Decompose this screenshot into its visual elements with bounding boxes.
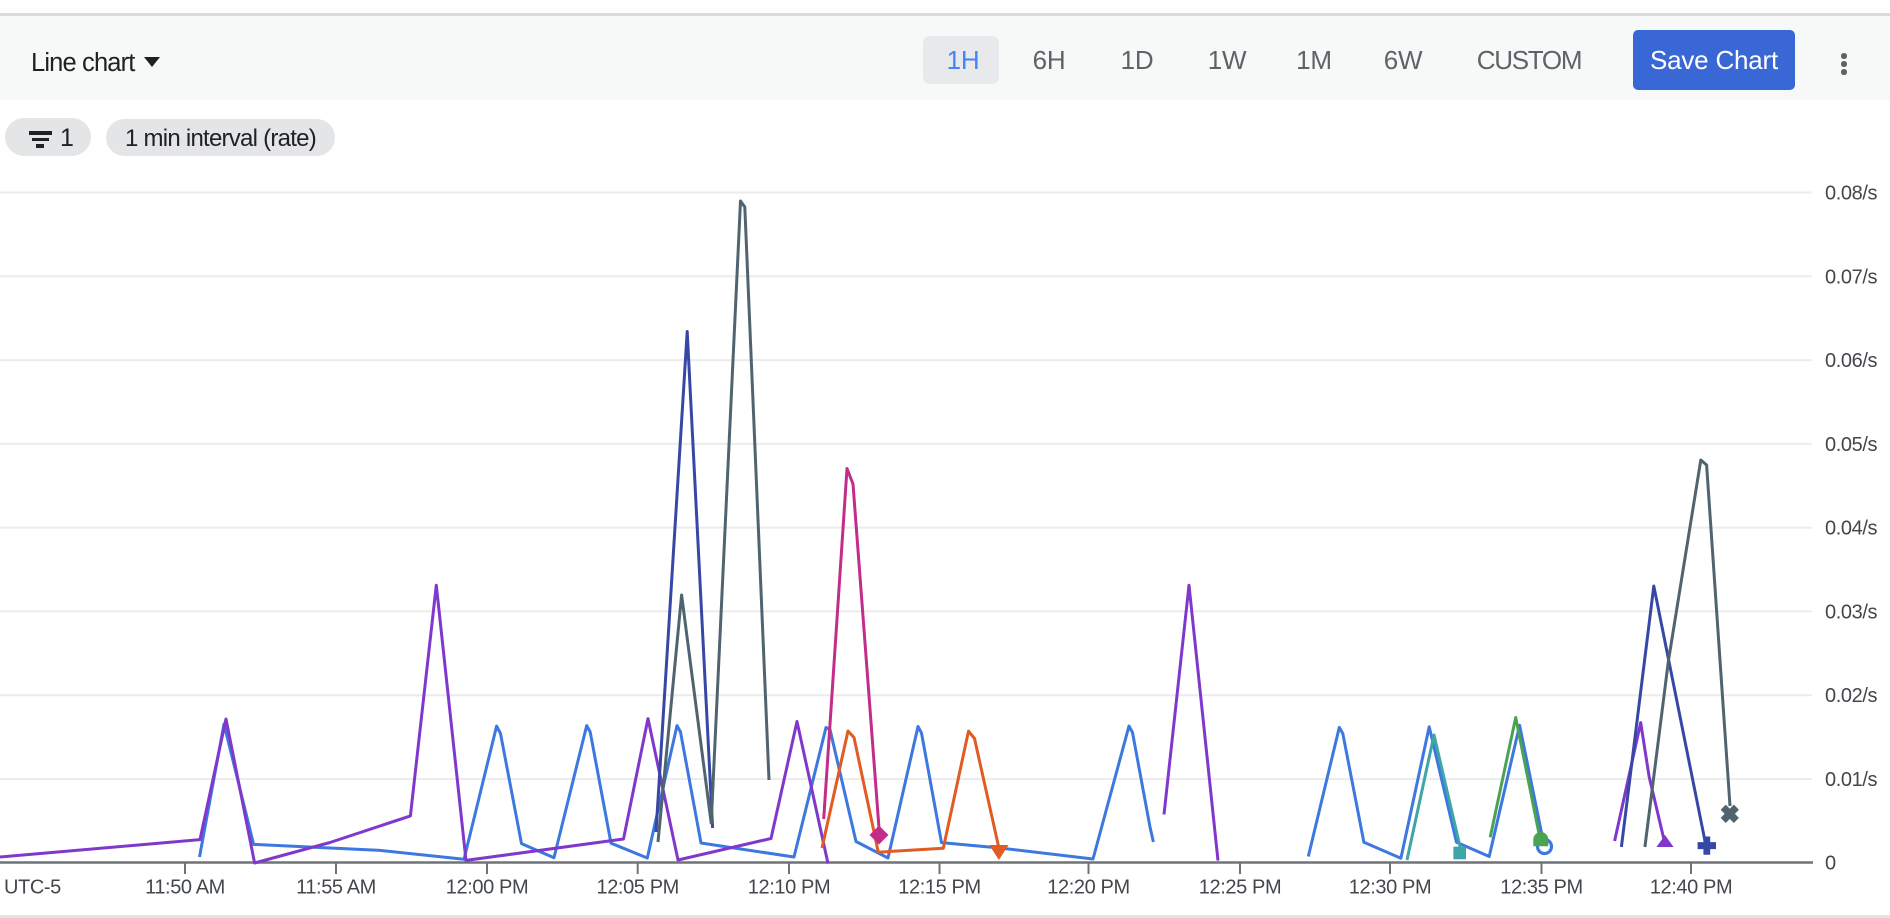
svg-text:0.06/s: 0.06/s <box>1825 350 1877 372</box>
svg-text:0.07/s: 0.07/s <box>1825 266 1877 288</box>
svg-text:12:00 PM: 12:00 PM <box>446 877 528 899</box>
svg-text:UTC-5: UTC-5 <box>4 877 61 899</box>
svg-text:12:15 PM: 12:15 PM <box>898 877 980 899</box>
svg-text:12:25 PM: 12:25 PM <box>1199 877 1281 899</box>
svg-text:11:50 AM: 11:50 AM <box>145 877 225 899</box>
svg-text:12:30 PM: 12:30 PM <box>1349 877 1431 899</box>
svg-text:0.08/s: 0.08/s <box>1825 183 1877 205</box>
svg-text:0.03/s: 0.03/s <box>1825 601 1877 623</box>
svg-text:12:40 PM: 12:40 PM <box>1650 877 1732 899</box>
svg-text:0.01/s: 0.01/s <box>1825 769 1877 791</box>
svg-text:0.05/s: 0.05/s <box>1825 434 1877 456</box>
svg-text:12:10 PM: 12:10 PM <box>748 877 830 899</box>
svg-text:12:20 PM: 12:20 PM <box>1047 877 1129 899</box>
svg-text:0: 0 <box>1825 853 1836 875</box>
svg-text:11:55 AM: 11:55 AM <box>296 877 376 899</box>
svg-text:0.02/s: 0.02/s <box>1825 685 1877 707</box>
svg-text:0.04/s: 0.04/s <box>1825 518 1877 540</box>
svg-text:12:05 PM: 12:05 PM <box>596 877 678 899</box>
svg-text:12:35 PM: 12:35 PM <box>1500 877 1582 899</box>
